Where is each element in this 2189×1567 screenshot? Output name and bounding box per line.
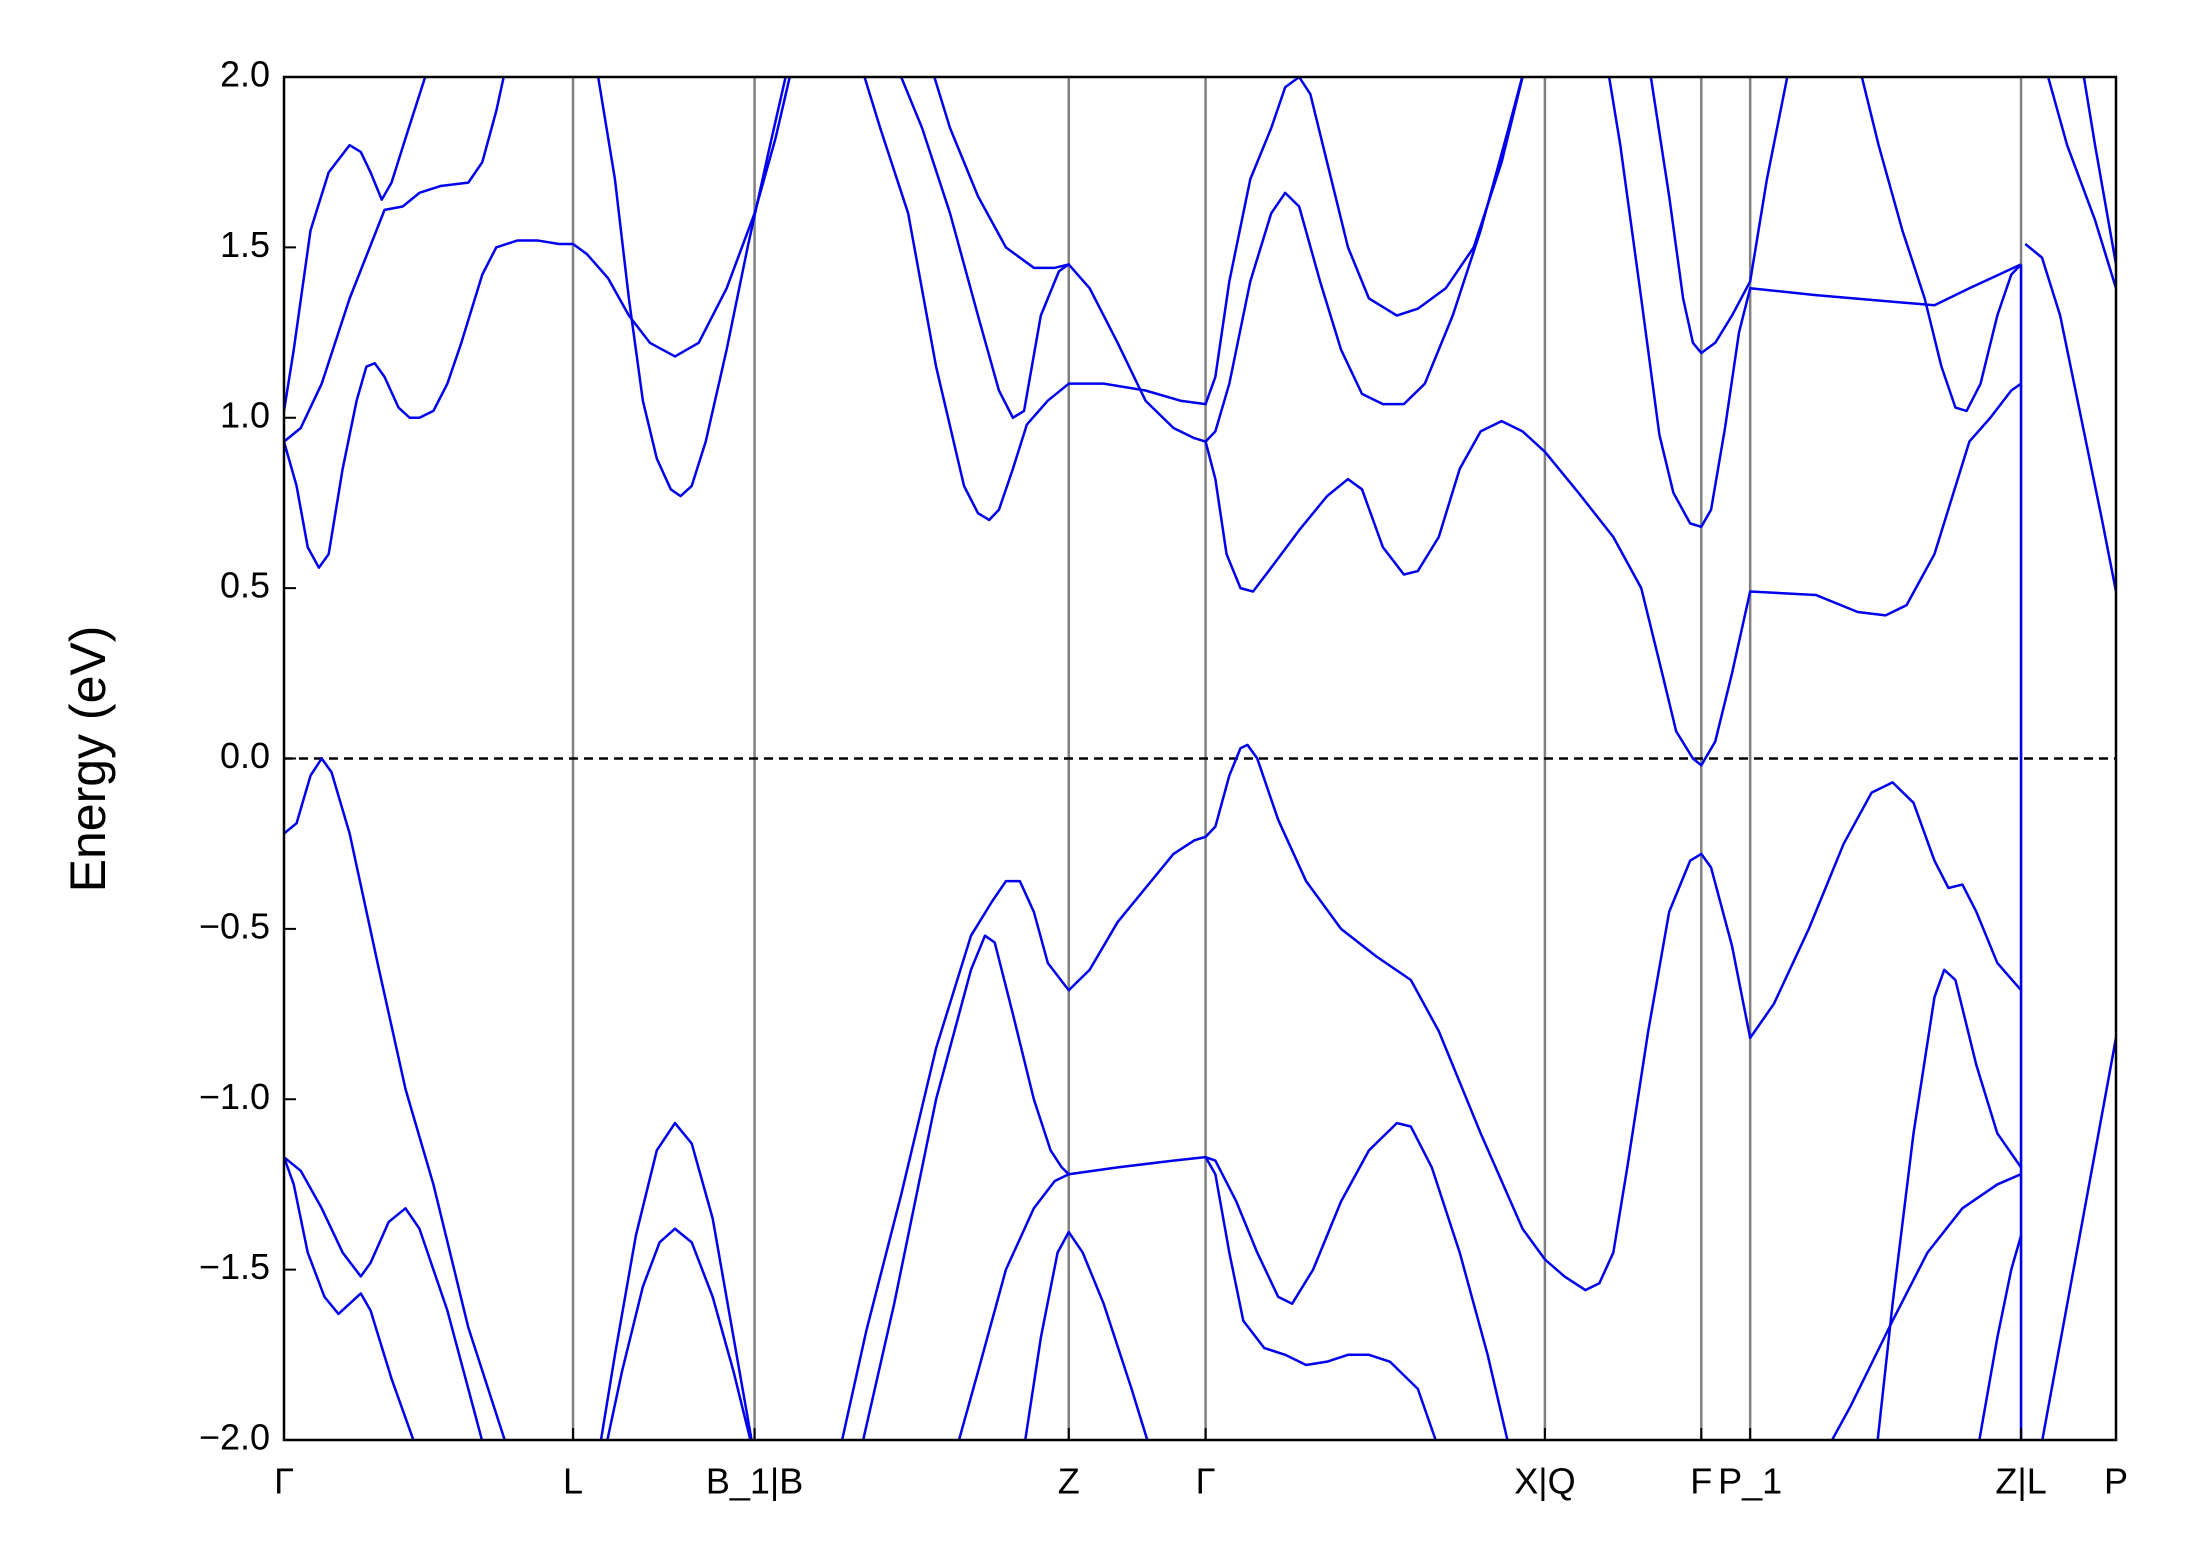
- band: [1204, 1156, 1437, 1440]
- x-tick-label: Z|L: [1995, 1461, 2046, 1502]
- x-tick-label: Γ: [1196, 1461, 1216, 1502]
- band: [1876, 968, 2023, 1440]
- y-tick-label: 1.5: [220, 224, 270, 265]
- ticks: −2.0 −1.5 −1.0 −0.5 0.0 0.5 1.0 1.5 2.0 Γ L B_1|B Z Γ…: [199, 54, 2128, 1502]
- band: [957, 1173, 1070, 1440]
- x-tick-label: L: [563, 1461, 583, 1502]
- y-tick-label: −1.0: [199, 1076, 270, 1117]
- band: [840, 743, 2022, 1440]
- band: [606, 1227, 752, 1440]
- bands: [284, 77, 2116, 1440]
- band: [284, 77, 505, 443]
- x-tick-label: Z: [1058, 1461, 1080, 1502]
- band: [2046, 77, 2116, 289]
- band: [1204, 382, 2022, 767]
- y-tick-label: 2.0: [220, 54, 270, 95]
- grid: [284, 77, 2116, 1440]
- band: [284, 1156, 415, 1440]
- x-tick-label: X|Q: [1514, 1461, 1575, 1502]
- y-tick-label: −0.5: [199, 905, 270, 946]
- band: [284, 757, 507, 1440]
- x-tick-label: P_1: [1718, 1461, 1782, 1502]
- band: [899, 77, 1524, 443]
- band: [861, 934, 1509, 1440]
- band: [599, 1121, 753, 1440]
- y-tick-label: 0.5: [220, 565, 270, 606]
- y-tick-label: −1.5: [199, 1246, 270, 1287]
- band: [1649, 77, 1789, 355]
- band: [284, 77, 427, 412]
- band: [1830, 1173, 2022, 1440]
- band: [596, 77, 787, 498]
- band: [1607, 77, 2022, 529]
- band: [1023, 1230, 1149, 1440]
- x-tick-label: B_1|B: [706, 1461, 803, 1502]
- band: [863, 77, 1524, 522]
- x-tick-label: P: [2104, 1461, 2128, 1502]
- y-tick-label: −2.0: [199, 1417, 270, 1458]
- band: [2082, 77, 2116, 265]
- y-axis-label: Energy (eV): [60, 626, 116, 893]
- y-tick-label: 0.0: [220, 735, 270, 776]
- band: [2041, 1037, 2116, 1440]
- x-tick-label: Γ: [274, 1461, 294, 1502]
- band: [1978, 1235, 2023, 1440]
- band: [933, 77, 1070, 270]
- y-tick-label: 1.0: [220, 394, 270, 435]
- band: [284, 77, 791, 569]
- band: [2024, 243, 2116, 592]
- x-tick-label: F: [1690, 1461, 1712, 1502]
- band: [284, 1156, 484, 1440]
- band: [1860, 77, 2022, 413]
